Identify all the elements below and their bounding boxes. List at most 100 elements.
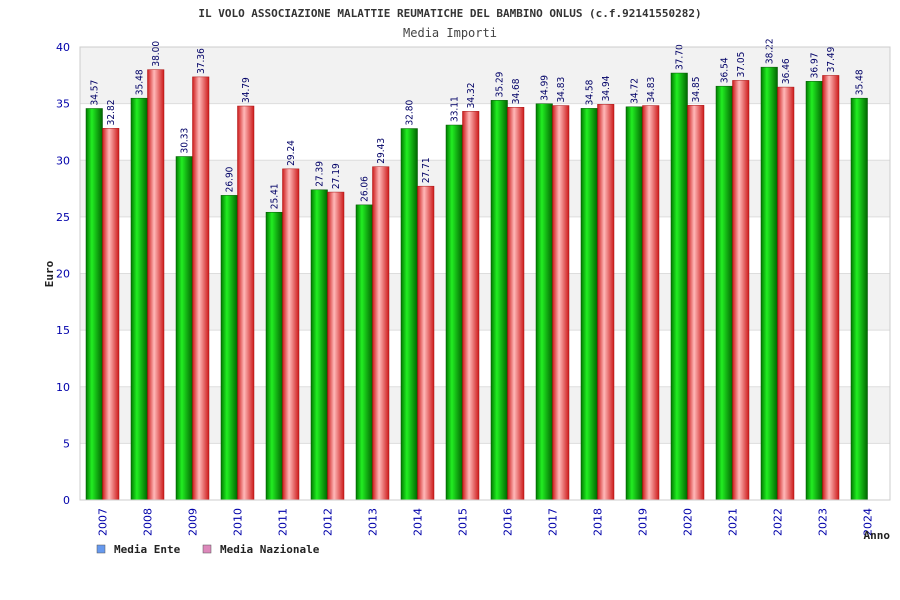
bar-media-nazionale — [732, 80, 750, 501]
bar-media-ente — [175, 156, 193, 501]
grid-band — [80, 103, 890, 161]
y-tick-label: 15 — [56, 324, 70, 337]
bar-media-ente — [850, 97, 868, 501]
bar-media-ente — [400, 128, 418, 501]
data-label-media-ente: 34.58 — [585, 79, 596, 105]
bar-media-ente — [130, 97, 148, 501]
legend: Media Ente Media Nazionale — [96, 543, 320, 556]
data-label-media-nazionale: 37.05 — [736, 52, 747, 78]
x-tick-label: 2009 — [187, 508, 200, 536]
x-tick-label: 2013 — [367, 508, 380, 536]
x-axis-label: Anno — [864, 529, 891, 542]
data-label-media-nazionale: 34.85 — [691, 77, 702, 103]
data-label-media-ente: 35.29 — [495, 71, 506, 97]
bar-media-nazionale — [372, 166, 390, 501]
grid-band — [80, 273, 890, 331]
bar-media-nazionale — [417, 185, 435, 501]
data-label-media-ente: 30.33 — [180, 128, 191, 154]
grid-band — [80, 47, 890, 104]
y-axis-label: Euro — [43, 260, 56, 287]
bar-media-nazionale — [147, 69, 165, 501]
data-label-media-ente: 26.90 — [225, 166, 236, 192]
grid-band — [80, 386, 890, 444]
bar-media-nazionale — [462, 111, 480, 501]
x-tick-label: 2011 — [277, 508, 290, 536]
data-label-media-ente: 34.99 — [540, 75, 551, 101]
bar-media-ente — [670, 72, 688, 501]
grid-band — [80, 160, 890, 217]
bar-media-nazionale — [507, 106, 525, 501]
x-tick-label: 2012 — [322, 508, 335, 536]
x-tick-label: 2016 — [502, 508, 515, 536]
bar-media-ente — [265, 211, 283, 501]
chart-subtitle: Media Importi — [403, 26, 497, 40]
x-tick-label: 2023 — [817, 508, 830, 536]
data-label-media-ente: 38.22 — [765, 38, 776, 64]
data-label-media-nazionale: 34.83 — [556, 77, 567, 103]
bar-media-nazionale — [192, 76, 210, 501]
data-label-media-nazionale: 32.82 — [106, 100, 117, 126]
bar-media-nazionale — [237, 105, 255, 501]
x-tick-label: 2024 — [862, 508, 875, 536]
legend-swatch-media-nazionale — [202, 544, 212, 554]
bar-media-ente — [445, 124, 463, 501]
data-label-media-ente: 37.70 — [675, 44, 686, 70]
data-label-media-nazionale: 34.83 — [646, 77, 657, 103]
grid-band — [80, 443, 890, 500]
y-tick-label: 40 — [56, 41, 70, 54]
bar-media-ente — [625, 106, 643, 501]
data-label-media-nazionale: 29.24 — [286, 140, 297, 166]
y-tick-label: 10 — [56, 381, 70, 394]
x-tick-label: 2008 — [142, 508, 155, 536]
legend-label-media-ente: Media Ente — [114, 543, 181, 556]
x-tick-label: 2019 — [637, 508, 650, 536]
x-tick-label: 2017 — [547, 508, 560, 536]
bar-media-ente — [85, 108, 103, 501]
data-label-media-nazionale: 34.79 — [241, 77, 252, 103]
bar-media-nazionale — [282, 168, 300, 501]
legend-label-media-nazionale: Media Nazionale — [220, 543, 320, 556]
data-label-media-nazionale: 36.46 — [781, 58, 792, 84]
data-label-media-ente: 27.39 — [315, 161, 326, 187]
x-tick-label: 2018 — [592, 508, 605, 536]
x-tick-label: 2015 — [457, 508, 470, 536]
data-label-media-nazionale: 34.32 — [466, 83, 477, 109]
grid-band — [80, 216, 890, 274]
data-label-media-ente: 32.80 — [405, 100, 416, 126]
grid-band — [80, 330, 890, 387]
bar-media-nazionale — [687, 105, 705, 501]
legend-swatch-media-ente — [96, 544, 106, 554]
plot-frame — [79, 46, 891, 501]
y-tick-label: 20 — [56, 268, 70, 281]
data-label-media-nazionale: 37.36 — [196, 48, 207, 74]
y-tick-label: 30 — [56, 154, 70, 167]
bar-media-ente — [310, 189, 328, 501]
data-label-media-ente: 36.54 — [720, 57, 731, 83]
data-label-media-nazionale: 38.00 — [151, 41, 162, 67]
bar-media-nazionale — [597, 104, 615, 501]
bar-media-nazionale — [102, 128, 120, 501]
bar-media-nazionale — [642, 105, 660, 501]
bar-media-ente — [760, 66, 778, 501]
data-label-media-ente: 35.48 — [855, 69, 866, 95]
bar-media-nazionale — [822, 75, 840, 501]
data-label-media-ente: 36.97 — [810, 53, 821, 79]
bar-media-ente — [580, 108, 598, 501]
x-tick-label: 2022 — [772, 508, 785, 536]
data-label-media-ente: 33.11 — [450, 96, 461, 122]
data-label-media-ente: 34.72 — [630, 78, 641, 104]
bar-media-ente — [490, 100, 508, 501]
y-tick-label: 25 — [56, 211, 70, 224]
bar-media-ente — [805, 81, 823, 501]
bar-media-nazionale — [327, 191, 345, 501]
x-tick-label: 2014 — [412, 508, 425, 536]
chart-title: IL VOLO ASSOCIAZIONE MALATTIE REUMATICHE… — [198, 7, 701, 20]
bar-media-nazionale — [777, 86, 795, 501]
y-tick-label: 0 — [63, 494, 70, 507]
data-label-media-ente: 34.57 — [90, 80, 101, 106]
y-tick-label: 35 — [56, 98, 70, 111]
data-label-media-nazionale: 27.19 — [331, 163, 342, 189]
data-label-media-ente: 26.06 — [360, 176, 371, 202]
